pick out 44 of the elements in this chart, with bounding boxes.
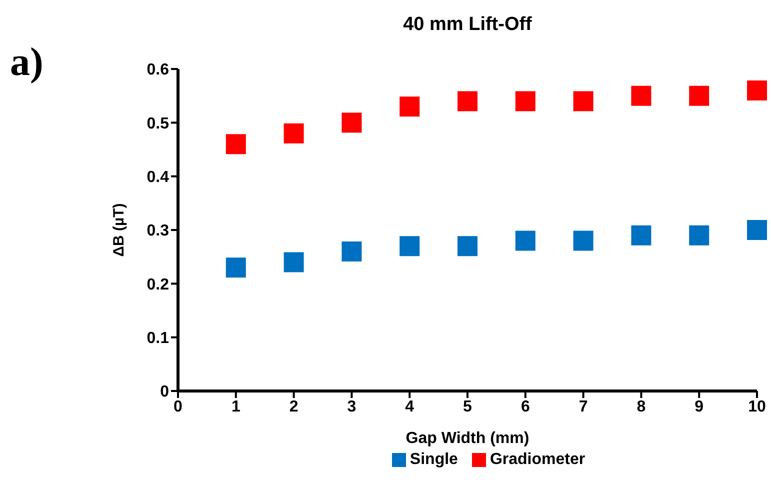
x-axis-title: Gap Width (mm)	[406, 430, 530, 447]
y-tick-label: 0.5	[146, 115, 170, 132]
y-axis-title: ΔB (µT)	[110, 203, 128, 257]
point	[689, 225, 710, 246]
x-tick-label: 9	[694, 398, 704, 416]
point	[458, 236, 478, 256]
point	[400, 96, 420, 117]
legend-label: Gradiometer	[488, 451, 586, 469]
y-tick-label: 0.3	[146, 222, 170, 240]
y-tick-label: 0	[160, 384, 170, 401]
point	[573, 91, 594, 112]
point	[631, 225, 652, 246]
x-tick-label: 7	[578, 398, 588, 416]
chart-title: 40 mm Lift-Off	[402, 14, 533, 36]
x-tick-label: 0	[174, 398, 183, 416]
point	[284, 123, 304, 144]
text: a)	[10, 38, 44, 85]
point	[515, 91, 536, 112]
point	[573, 230, 594, 251]
point	[458, 91, 478, 112]
x-tick-label: 3	[347, 398, 356, 416]
x-tick-label: 8	[636, 398, 646, 416]
x-tick-label: 4	[405, 398, 414, 416]
point	[631, 86, 652, 106]
y-tick-label: 0.1	[146, 330, 170, 348]
x-tick-label: 6	[520, 398, 530, 416]
legend-label: Single	[408, 451, 458, 469]
point	[400, 236, 420, 256]
point	[284, 252, 304, 272]
point	[747, 220, 767, 240]
point	[342, 112, 362, 133]
x-tick-label: 1	[231, 398, 240, 416]
point	[226, 258, 246, 278]
point	[689, 86, 710, 106]
point	[515, 230, 536, 251]
y-tick-label: 0.6	[146, 62, 170, 79]
y-tick-label: 0.4	[146, 169, 170, 186]
x-tick-label: 5	[463, 398, 472, 416]
point	[342, 241, 362, 262]
y-tick-label: 0.2	[146, 276, 170, 294]
point	[226, 134, 246, 154]
x-tick-label: 10	[748, 398, 766, 416]
point	[747, 80, 767, 100]
x-tick-label: 2	[289, 398, 298, 416]
